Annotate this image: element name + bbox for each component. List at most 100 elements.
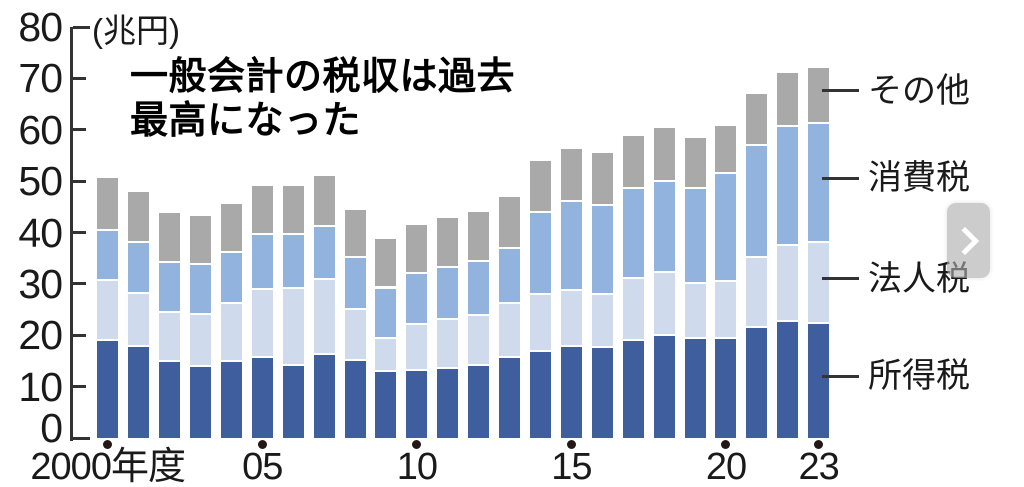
bar-segment-income-tax bbox=[560, 346, 582, 438]
x-axis-tick-dot bbox=[721, 440, 731, 449]
bar-segment-income-tax bbox=[529, 351, 551, 438]
bar-segment-corporate-tax bbox=[437, 320, 459, 369]
bar-segment-others bbox=[560, 148, 582, 202]
bar-segment-others bbox=[591, 152, 613, 207]
bar-segment-income-tax bbox=[344, 360, 366, 438]
bar-segment-consumption-tax bbox=[622, 189, 644, 280]
chevron-right-icon bbox=[950, 226, 979, 255]
bar-segment-consumption-tax bbox=[313, 226, 335, 280]
bar-segment-consumption-tax bbox=[406, 273, 428, 325]
bar-segment-income-tax bbox=[653, 335, 675, 438]
bar-segment-income-tax bbox=[808, 324, 830, 438]
bar-segment-consumption-tax bbox=[251, 235, 273, 290]
bar-segment-income-tax bbox=[777, 322, 799, 438]
bar-segment-others bbox=[715, 125, 737, 174]
bar-segment-consumption-tax bbox=[746, 145, 768, 259]
legend-line-corporate-tax bbox=[822, 277, 859, 281]
bar-segment-others bbox=[189, 215, 211, 265]
bar-segment-income-tax bbox=[375, 371, 397, 438]
bar-segment-corporate-tax bbox=[808, 242, 830, 325]
bar-segment-corporate-tax bbox=[560, 291, 582, 347]
bar-segment-consumption-tax bbox=[529, 212, 551, 296]
bar-segment-corporate-tax bbox=[97, 281, 119, 342]
bar-segment-others bbox=[251, 185, 273, 236]
y-axis-tick-label: 30 bbox=[18, 260, 63, 307]
bar-segment-corporate-tax bbox=[220, 303, 242, 363]
bar-segment-others bbox=[808, 67, 830, 125]
chart-title-line1: 一般会計の税収は過去 bbox=[130, 56, 516, 98]
bar-segment-income-tax bbox=[406, 371, 428, 438]
bar-segment-income-tax bbox=[715, 339, 737, 438]
bar-segment-corporate-tax bbox=[375, 338, 397, 372]
bar-segment-consumption-tax bbox=[653, 181, 675, 273]
y-axis-tick-label: 20 bbox=[18, 312, 63, 359]
bar-segment-corporate-tax bbox=[777, 245, 799, 323]
bar-segment-others bbox=[529, 160, 551, 213]
bar-segment-others bbox=[777, 72, 799, 128]
bar-segment-others bbox=[344, 210, 366, 259]
bar-segment-others bbox=[220, 203, 242, 253]
x-axis-tick-label: 2000年度 bbox=[30, 446, 186, 487]
legend-line-income-tax bbox=[822, 374, 859, 378]
bar-segment-income-tax bbox=[622, 340, 644, 438]
x-axis-tick-dot bbox=[103, 440, 113, 449]
bar-segment-consumption-tax bbox=[499, 248, 521, 305]
bar-segment-corporate-tax bbox=[282, 289, 304, 366]
bar-segment-income-tax bbox=[684, 339, 706, 438]
y-axis-tick-label: 10 bbox=[18, 363, 63, 410]
bar-segment-income-tax bbox=[189, 366, 211, 438]
y-axis-tick-label: 70 bbox=[18, 55, 63, 102]
bar-segment-others bbox=[653, 127, 675, 182]
bar-segment-corporate-tax bbox=[684, 283, 706, 340]
bar-segment-others bbox=[468, 212, 490, 263]
bar-segment-others bbox=[437, 218, 459, 268]
y-axis-tick bbox=[73, 76, 86, 80]
bar-segment-others bbox=[313, 175, 335, 227]
bar-segment-consumption-tax bbox=[591, 206, 613, 295]
y-axis-tick bbox=[73, 179, 86, 183]
bar-segment-income-tax bbox=[128, 346, 150, 438]
bar-segment-consumption-tax bbox=[344, 258, 366, 310]
y-axis-tick-label: 0 bbox=[40, 405, 63, 451]
y-axis-tick bbox=[73, 436, 90, 440]
bar-segment-consumption-tax bbox=[715, 173, 737, 282]
bar-segment-corporate-tax bbox=[468, 315, 490, 367]
bar-segment-consumption-tax bbox=[128, 243, 150, 294]
bar-segment-corporate-tax bbox=[251, 289, 273, 358]
bar-segment-others bbox=[746, 93, 768, 146]
bar-segment-corporate-tax bbox=[591, 294, 613, 348]
bar-segment-corporate-tax bbox=[622, 279, 644, 341]
bar-segment-consumption-tax bbox=[808, 124, 830, 243]
legend-label-others: その他 bbox=[868, 71, 970, 110]
x-axis-tick-label: 05 bbox=[242, 446, 283, 487]
x-axis-tick-label: 10 bbox=[396, 446, 438, 487]
bar-segment-consumption-tax bbox=[97, 230, 119, 282]
y-axis-tick-label: 40 bbox=[18, 209, 63, 256]
bar-segment-others bbox=[282, 185, 304, 236]
bar-segment-consumption-tax bbox=[437, 267, 459, 321]
y-axis-tick bbox=[73, 25, 90, 29]
y-axis-line bbox=[70, 27, 73, 441]
carousel-next-button[interactable] bbox=[947, 203, 990, 278]
bar-segment-corporate-tax bbox=[159, 313, 181, 362]
bar-segment-others bbox=[622, 135, 644, 190]
bar-segment-consumption-tax bbox=[777, 127, 799, 246]
x-axis-tick-dot bbox=[566, 440, 576, 449]
bar-segment-corporate-tax bbox=[529, 295, 551, 352]
y-axis-tick bbox=[73, 128, 86, 132]
bar-segment-consumption-tax bbox=[189, 264, 211, 315]
bar-segment-corporate-tax bbox=[344, 309, 366, 361]
bar-segment-others bbox=[128, 191, 150, 244]
bar-segment-corporate-tax bbox=[746, 258, 768, 329]
chart-title-line2: 最高になった bbox=[130, 100, 362, 142]
bar-segment-income-tax bbox=[97, 341, 119, 438]
y-axis-unit-label: (兆円) bbox=[92, 12, 180, 49]
bar-segment-income-tax bbox=[591, 347, 613, 438]
bar-segment-income-tax bbox=[468, 366, 490, 438]
legend-label-consumption-tax: 消費税 bbox=[868, 159, 970, 198]
bar-segment-income-tax bbox=[282, 365, 304, 438]
bar-segment-income-tax bbox=[313, 355, 335, 438]
legend-line-others bbox=[822, 89, 859, 93]
bar-segment-income-tax bbox=[251, 357, 273, 438]
